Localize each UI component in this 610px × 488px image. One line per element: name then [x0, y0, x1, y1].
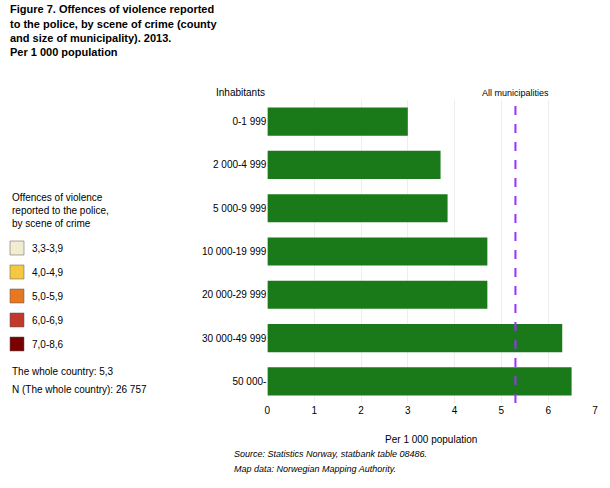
svg-text:5: 5: [499, 405, 505, 416]
svg-text:10 000-19 999: 10 000-19 999: [202, 246, 267, 257]
svg-text:3: 3: [405, 405, 411, 416]
svg-text:5 000-9 999: 5 000-9 999: [213, 203, 267, 214]
svg-text:0-1 999: 0-1 999: [232, 116, 266, 127]
svg-text:30 000-49 999: 30 000-49 999: [202, 333, 267, 344]
svg-text:4,0-4,9: 4,0-4,9: [32, 267, 64, 278]
svg-text:7,0-8,6: 7,0-8,6: [32, 339, 64, 350]
svg-text:0: 0: [265, 405, 271, 416]
svg-text:Map data: Norwegian Mapping Au: Map data: Norwegian Mapping Authority.: [234, 464, 396, 474]
svg-text:5,0-5,9: 5,0-5,9: [32, 291, 64, 302]
svg-text:Source: Statistics Norway, sta: Source: Statistics Norway, statbank tabl…: [234, 449, 427, 459]
svg-text:Inhabitants: Inhabitants: [216, 87, 265, 98]
svg-text:2: 2: [358, 405, 364, 416]
svg-text:20 000-29 999: 20 000-29 999: [202, 289, 267, 300]
svg-text:1: 1: [311, 405, 317, 416]
svg-text:Per 1 000 population: Per 1 000 population: [385, 434, 477, 445]
svg-text:6: 6: [545, 405, 551, 416]
svg-text:The whole country: 5,3: The whole country: 5,3: [12, 366, 114, 377]
svg-text:Offences of violencereported t: Offences of violencereported to the poli…: [12, 192, 109, 229]
svg-text:50 000-: 50 000-: [232, 376, 266, 387]
svg-text:4: 4: [452, 405, 458, 416]
svg-text:Figure 7. Offences of violence: Figure 7. Offences of violence reportedt…: [10, 3, 217, 58]
svg-text:N (The whole country): 26 757: N (The whole country): 26 757: [12, 384, 147, 395]
svg-text:7: 7: [592, 405, 598, 416]
svg-text:All municipalities: All municipalities: [482, 88, 549, 98]
svg-text:6,0-6,9: 6,0-6,9: [32, 315, 64, 326]
svg-text:2 000-4 999: 2 000-4 999: [213, 159, 267, 170]
svg-text:3,3-3,9: 3,3-3,9: [32, 243, 64, 254]
